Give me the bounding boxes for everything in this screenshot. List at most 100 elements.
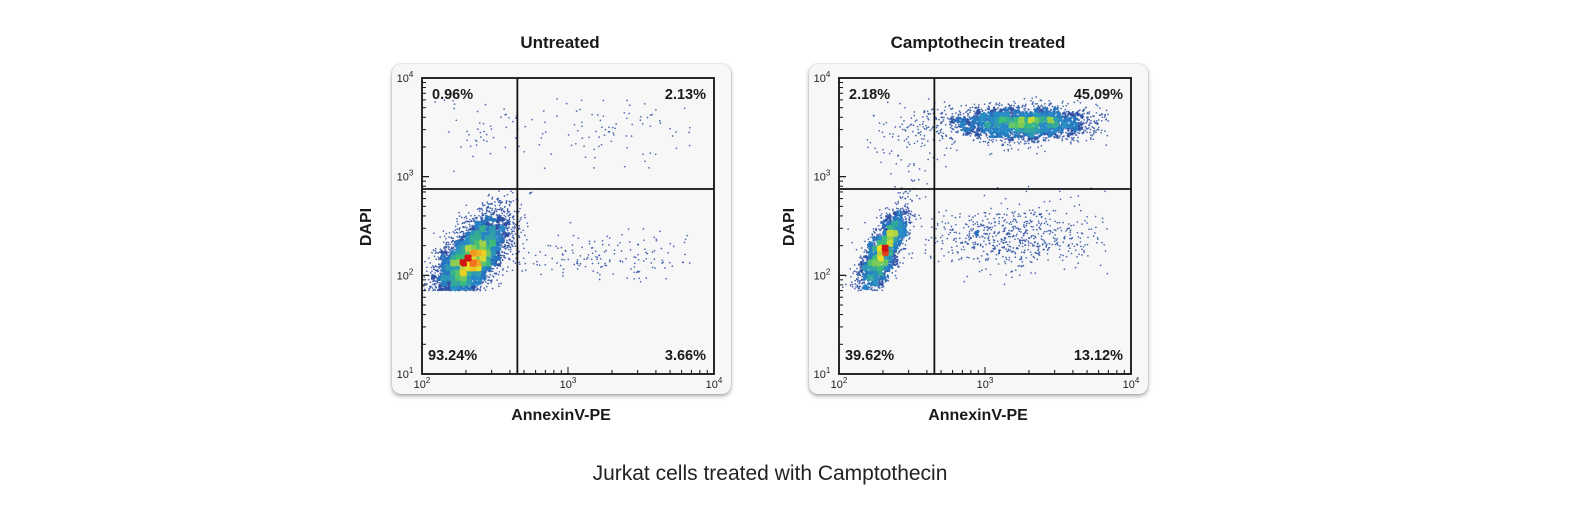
event-dot — [485, 237, 489, 241]
event-dot — [993, 217, 996, 220]
event-dot — [886, 213, 889, 216]
event-dot — [944, 106, 947, 108]
event-dot — [511, 191, 514, 194]
event-dot — [1005, 221, 1008, 224]
event-dot — [494, 255, 498, 259]
event-dot — [426, 266, 428, 269]
event-dot — [472, 231, 476, 234]
event-dot — [456, 220, 458, 223]
event-dot — [882, 148, 884, 151]
event-dot — [900, 159, 902, 161]
event-dot — [929, 152, 931, 154]
event-dot — [667, 251, 670, 254]
event-dot — [493, 253, 496, 256]
event-dot — [593, 167, 595, 169]
event-dot — [518, 210, 520, 213]
event-dot — [949, 147, 952, 150]
event-dot — [1014, 256, 1017, 258]
event-dot — [455, 231, 458, 234]
event-dot — [645, 277, 648, 279]
event-dot — [437, 278, 440, 281]
event-dot — [583, 258, 586, 261]
event-dot — [850, 275, 852, 278]
event-dot — [465, 237, 469, 241]
event-dot — [686, 234, 689, 237]
event-dot — [653, 236, 656, 239]
event-dot — [1033, 256, 1036, 259]
event-dot — [500, 239, 503, 242]
event-dot — [506, 246, 509, 249]
event-dot — [1025, 190, 1028, 193]
event-dot — [1045, 220, 1048, 223]
event-dot — [1037, 146, 1039, 149]
event-dot — [573, 123, 576, 126]
event-dot — [860, 247, 863, 249]
event-dot — [432, 266, 435, 269]
event-dot — [479, 131, 482, 134]
event-dot — [477, 261, 481, 265]
event-dot — [446, 256, 449, 260]
event-dot — [431, 270, 433, 273]
event-dot — [596, 258, 598, 261]
event-dot — [955, 240, 957, 243]
event-dot — [1030, 212, 1032, 214]
event-dot — [489, 235, 493, 239]
event-dot — [1101, 221, 1104, 224]
event-dot — [1018, 142, 1021, 145]
event-dot — [1030, 272, 1032, 274]
event-dot — [626, 277, 629, 279]
event-dot — [1049, 224, 1051, 227]
event-dot — [1013, 141, 1016, 144]
event-dot — [962, 132, 965, 135]
event-dot — [501, 274, 504, 276]
event-dot — [938, 118, 940, 121]
event-dot — [462, 272, 465, 275]
event-dot — [897, 139, 900, 141]
event-dot — [496, 214, 499, 217]
event-dot — [455, 251, 459, 254]
event-dot — [972, 139, 975, 141]
event-dot — [508, 244, 510, 247]
event-dot — [1078, 109, 1081, 111]
event-dot — [491, 270, 494, 273]
event-dot — [598, 278, 601, 281]
event-dot — [649, 152, 652, 154]
event-dot — [523, 214, 526, 216]
event-dot — [1030, 253, 1033, 256]
event-dot — [871, 233, 874, 235]
event-dot — [492, 230, 495, 233]
event-dot — [467, 212, 470, 214]
event-dot — [911, 252, 914, 255]
event-dot — [487, 252, 491, 255]
event-dot — [1028, 209, 1031, 212]
event-dot — [951, 214, 953, 217]
event-dot — [509, 213, 512, 215]
event-dot — [524, 262, 527, 265]
event-dot — [1065, 255, 1068, 258]
event-dot — [1009, 221, 1012, 223]
event-dot — [562, 271, 564, 274]
event-dot — [506, 229, 509, 232]
event-dot — [1066, 138, 1069, 141]
event-dot — [960, 257, 963, 260]
event-dot — [1067, 102, 1070, 105]
event-dot — [508, 216, 511, 219]
event-dot — [445, 243, 448, 246]
event-dot — [480, 243, 484, 247]
event-dot — [573, 263, 576, 266]
event-dot — [501, 226, 505, 229]
event-dot — [922, 121, 925, 123]
event-dot — [498, 208, 501, 211]
event-dot — [967, 225, 970, 228]
event-dot — [927, 126, 930, 128]
event-dot — [617, 244, 619, 247]
event-dot — [585, 258, 588, 260]
event-dot — [847, 228, 849, 230]
event-dot — [482, 213, 484, 216]
event-dot — [916, 140, 919, 143]
event-dot — [465, 289, 468, 292]
quadrant-percent-lower-left: 93.24% — [428, 348, 477, 364]
event-dot — [688, 131, 690, 134]
event-dot — [630, 268, 632, 270]
event-dot — [989, 273, 992, 276]
